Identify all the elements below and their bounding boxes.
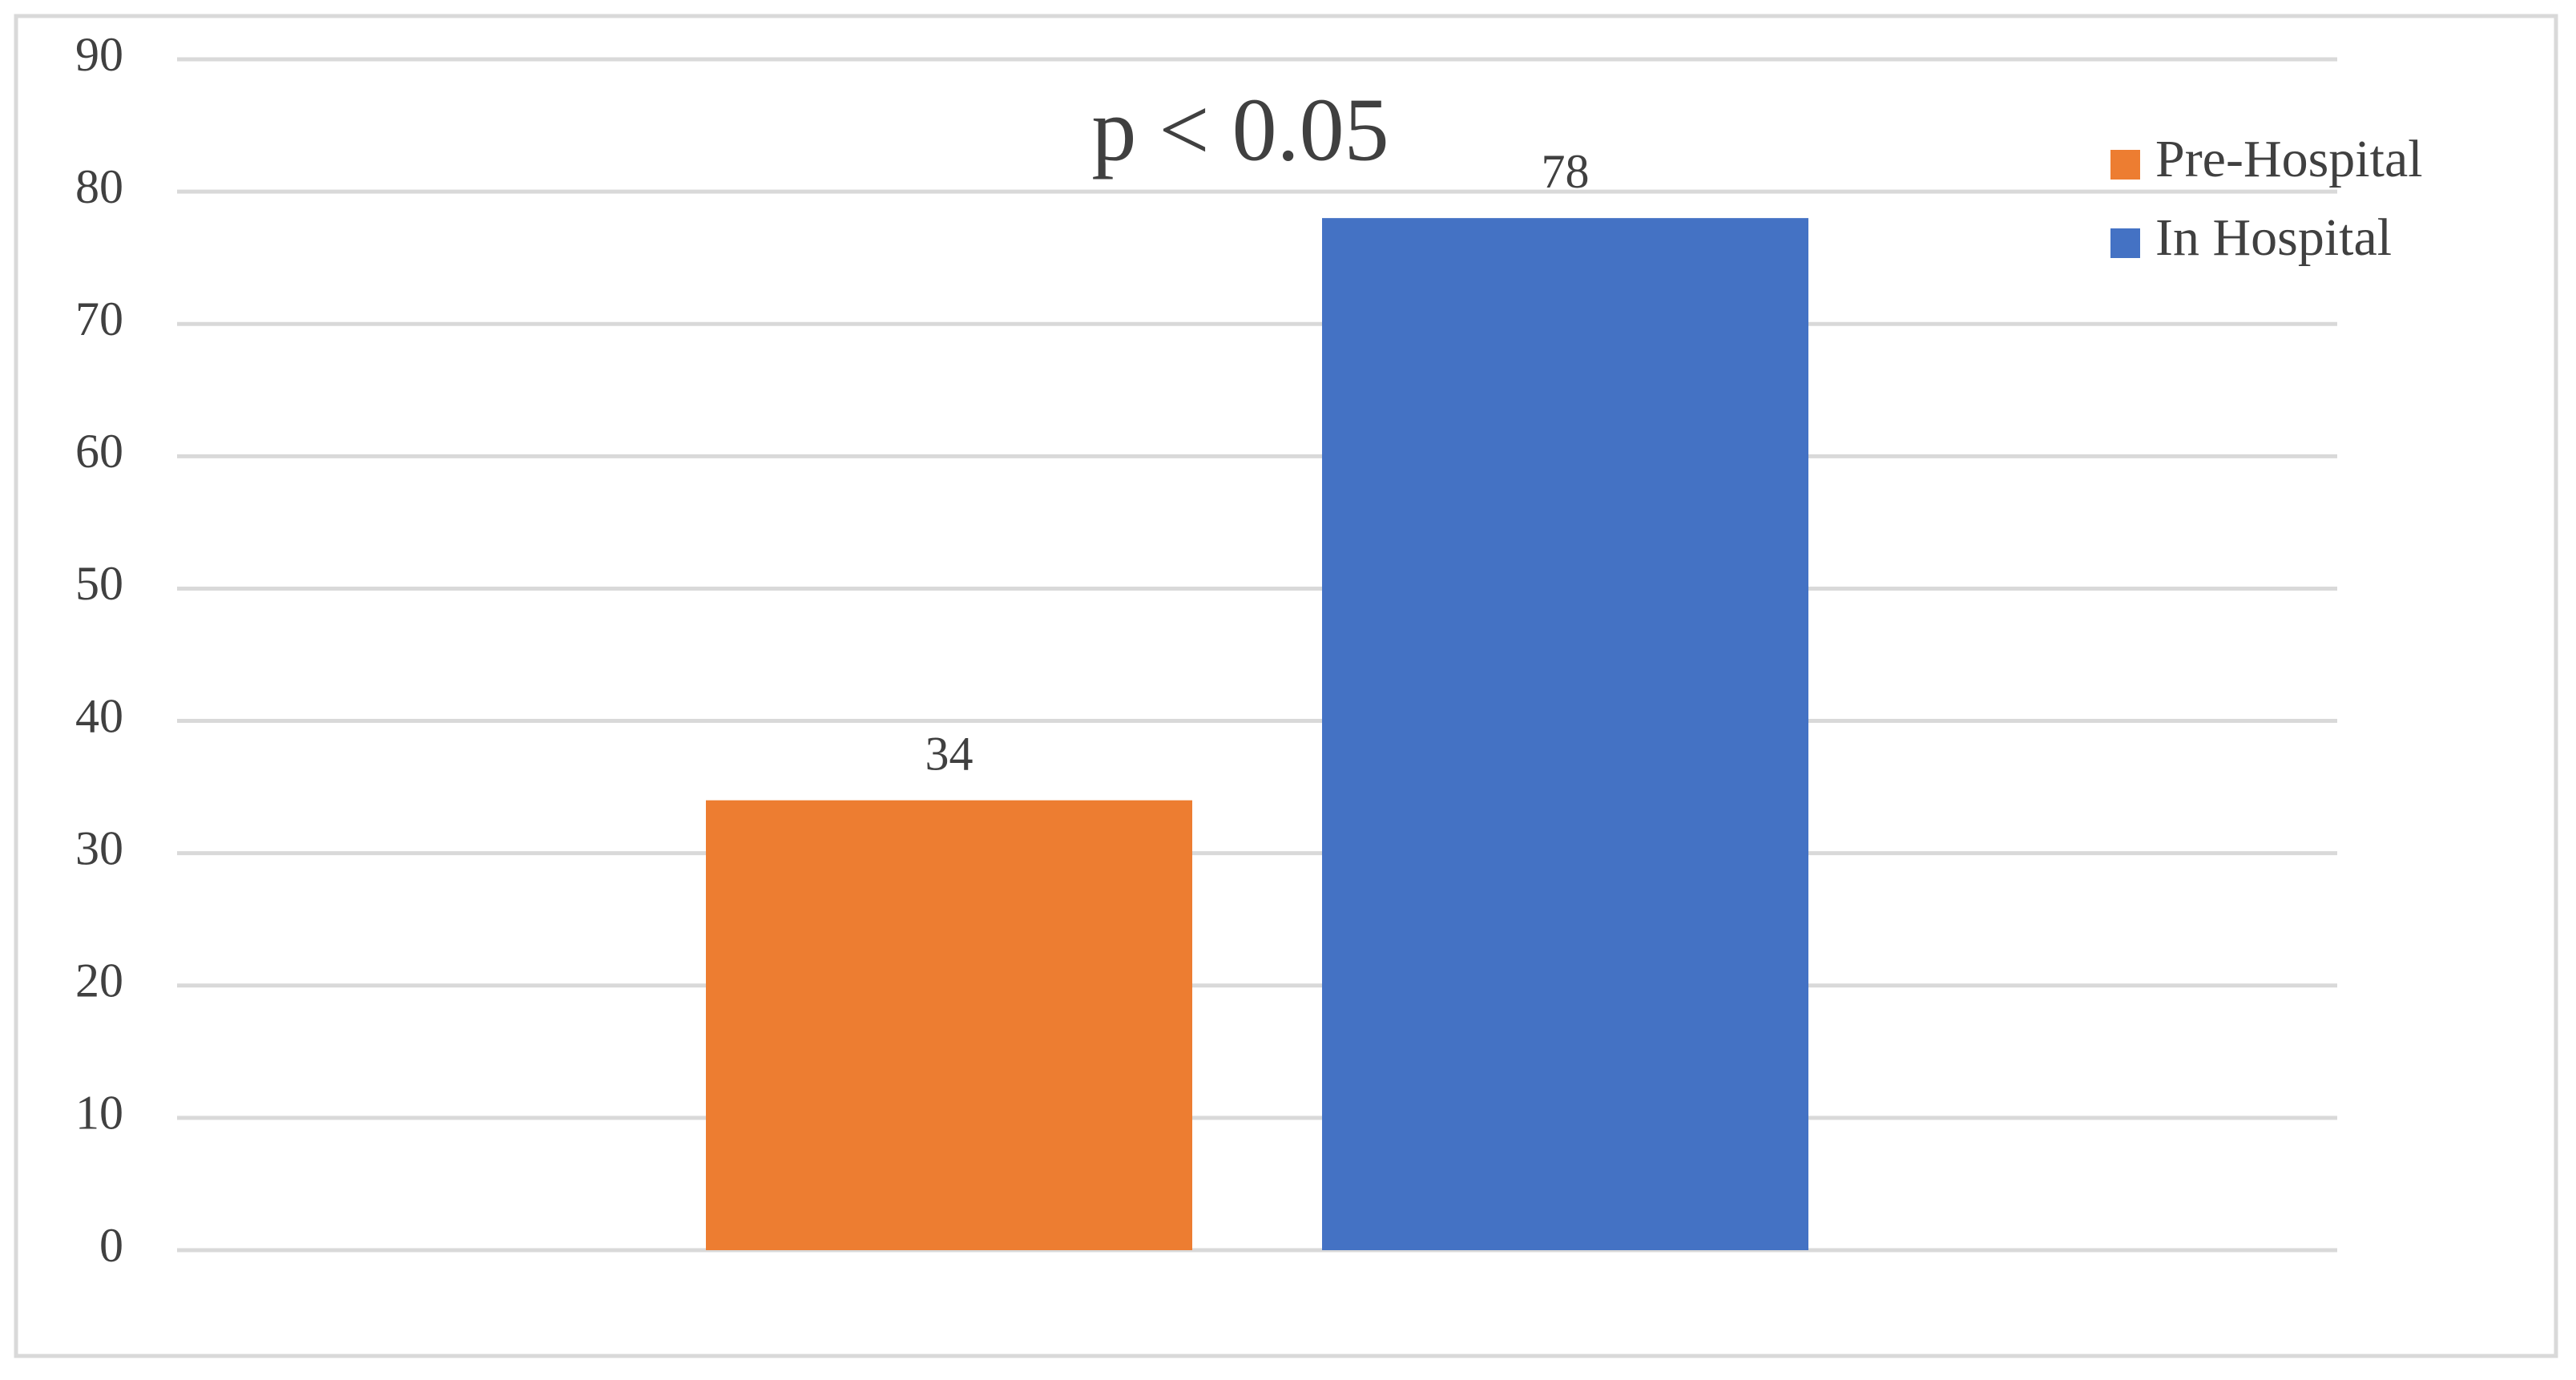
bar bbox=[1322, 218, 1808, 1251]
y-tick-label: 40 bbox=[75, 689, 123, 742]
y-tick-label: 30 bbox=[75, 821, 123, 874]
legend-label: Pre-Hospital bbox=[2155, 130, 2423, 188]
y-tick-label: 70 bbox=[75, 293, 123, 345]
legend-swatch bbox=[2110, 228, 2140, 258]
data-label: 78 bbox=[1542, 145, 1590, 198]
y-tick-label: 80 bbox=[75, 160, 123, 213]
y-tick-label: 60 bbox=[75, 425, 123, 478]
y-tick-label: 0 bbox=[99, 1219, 123, 1272]
y-tick-label: 50 bbox=[75, 557, 123, 610]
y-tick-label: 90 bbox=[75, 28, 123, 81]
data-label: 34 bbox=[925, 727, 974, 780]
y-tick-label: 10 bbox=[75, 1087, 123, 1140]
bar bbox=[706, 800, 1192, 1250]
legend-swatch bbox=[2110, 150, 2140, 180]
annotation: p < 0.05 bbox=[1091, 81, 1389, 180]
legend-label: In Hospital bbox=[2155, 208, 2392, 267]
y-tick-label: 20 bbox=[75, 954, 123, 1007]
